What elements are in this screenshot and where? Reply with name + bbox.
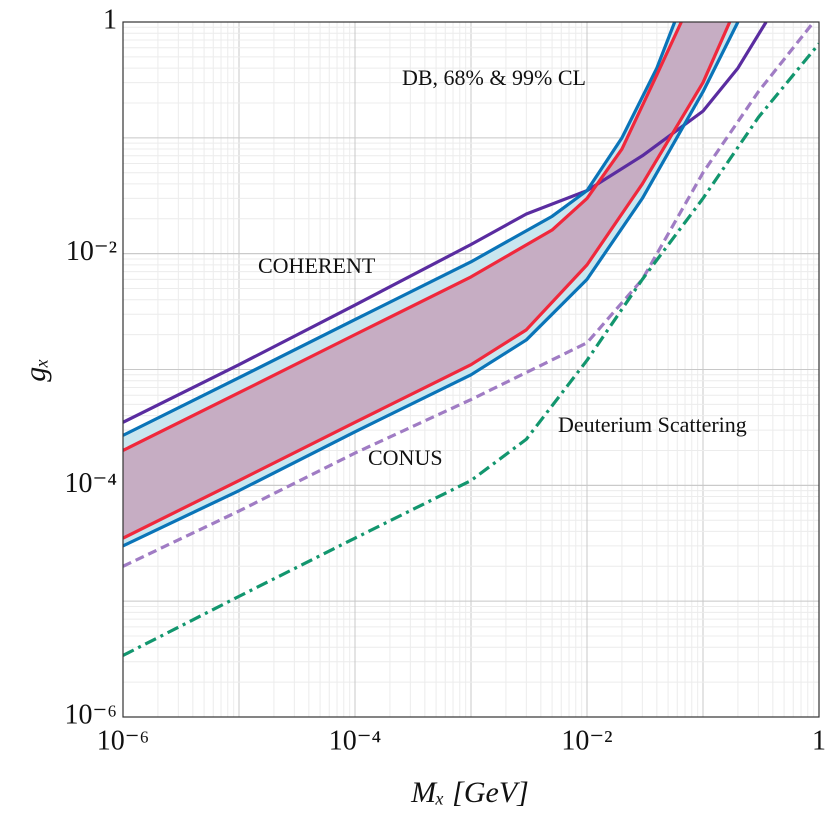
x-tick-label: 10⁻² (561, 725, 612, 756)
frame (122, 21, 820, 718)
annotation: CONUS (368, 445, 443, 470)
y-tick-label: 10⁻⁴ (64, 468, 117, 499)
plot-area (123, 22, 819, 657)
x-tick-label: 10⁻⁶ (97, 725, 150, 756)
band (123, 22, 730, 539)
series-line (123, 42, 819, 657)
series-line (123, 22, 677, 437)
series-line (123, 22, 740, 548)
y-tick-label: 1 (103, 4, 117, 35)
series-line (123, 22, 683, 452)
x-tick-label: 1 (812, 725, 826, 756)
series-line (123, 22, 768, 424)
annotation: DB, 68% & 99% CL (402, 65, 586, 90)
annotation: COHERENT (258, 253, 376, 278)
x-axis-label: Mₓ [GeV] (410, 776, 529, 809)
series-line (123, 22, 732, 540)
y-axis-label: gₓ (19, 358, 52, 382)
annotation: Deuterium Scattering (558, 412, 747, 437)
series-line (123, 22, 815, 568)
y-tick-label: 10⁻² (66, 236, 117, 267)
x-tick-label: 10⁻⁴ (329, 725, 382, 756)
y-tick-label: 10⁻⁶ (64, 699, 117, 730)
